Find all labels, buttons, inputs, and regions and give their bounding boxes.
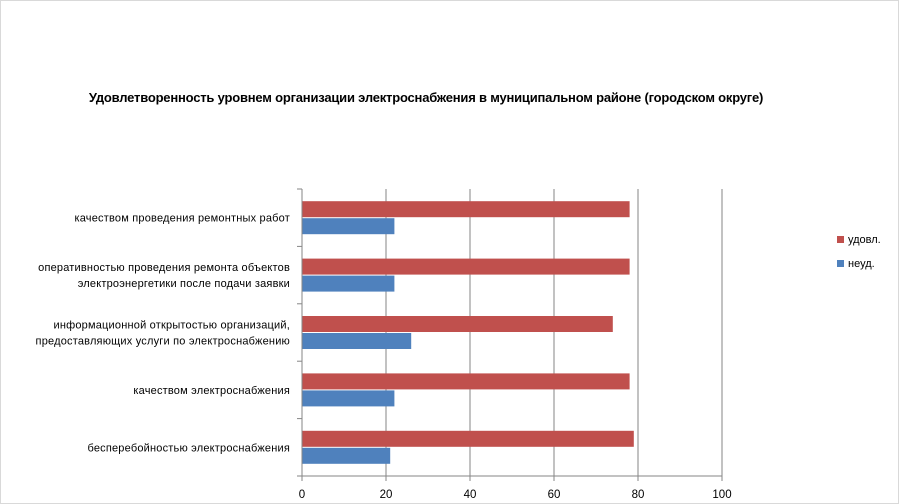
category-label: качеством проведения ремонтных работ — [74, 213, 290, 225]
bar-udovl — [302, 373, 630, 390]
legend-swatch — [837, 236, 844, 243]
category-label: бесперебойностью электроснабжения — [87, 442, 290, 454]
x-tick-label: 20 — [380, 489, 393, 501]
bar-udovl — [302, 258, 630, 275]
legend-label: неуд. — [848, 258, 875, 270]
bar-udovl — [302, 430, 634, 447]
bar-neud — [302, 390, 395, 407]
bar-udovl — [302, 316, 613, 332]
legend-swatch — [837, 260, 844, 267]
bar-udovl — [302, 201, 630, 218]
x-tick-label: 0 — [299, 489, 305, 501]
x-tick-label: 100 — [712, 489, 731, 501]
x-tick-label: 60 — [548, 489, 561, 501]
bar-neud — [302, 447, 391, 464]
category-label: оперативностью проведения ремонта объект… — [38, 262, 290, 290]
legend-label: удовл. — [848, 234, 881, 246]
category-label: информационной открытостью организаций, п… — [36, 320, 290, 348]
category-label: качеством электроснабжения — [133, 385, 290, 397]
bar-neud — [302, 218, 395, 235]
x-tick-label: 80 — [632, 489, 645, 501]
x-tick-label: 40 — [464, 489, 477, 501]
bar-neud — [302, 275, 395, 292]
bar-neud — [302, 333, 412, 349]
chart-title: Удовлетворенность уровнем организации эл… — [88, 90, 764, 105]
